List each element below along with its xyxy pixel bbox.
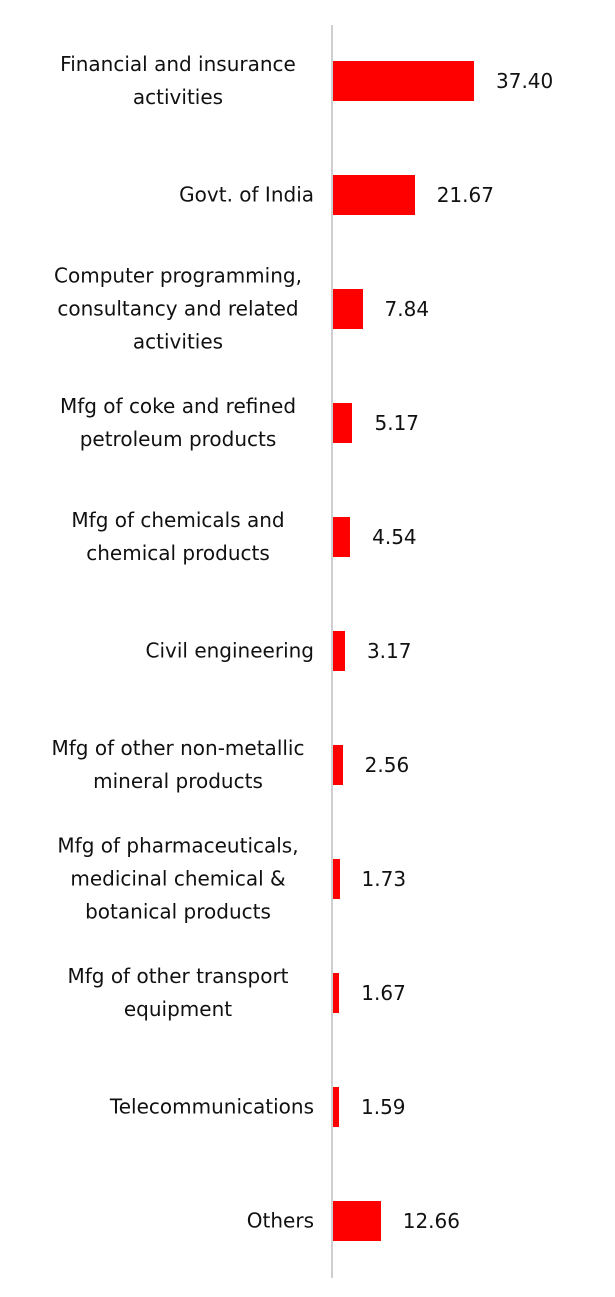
- value-label: 2.56: [364, 753, 410, 777]
- category-text: Mfg of other transport equipment: [67, 964, 289, 1021]
- value-label: 37.40: [496, 69, 554, 93]
- value-label: 3.17: [366, 639, 412, 663]
- category-text: Others: [246, 1208, 314, 1233]
- bar: [333, 1087, 339, 1127]
- bar: [333, 631, 345, 671]
- category-text: Mfg of pharmaceuticals, medicinal chemic…: [57, 833, 299, 924]
- bar: [333, 1201, 381, 1241]
- value-label: 12.66: [402, 1209, 460, 1233]
- bar: [333, 745, 343, 785]
- bar: [333, 859, 340, 899]
- axis-line: [331, 25, 333, 1278]
- bar: [333, 289, 363, 329]
- category-label: Others: [20, 1205, 314, 1238]
- category-label: Mfg of coke and refined petroleum produc…: [20, 390, 314, 456]
- category-label: Computer programming, consultancy and re…: [20, 260, 314, 359]
- category-label: Mfg of pharmaceuticals, medicinal chemic…: [20, 830, 314, 929]
- bar: [333, 403, 353, 443]
- bar: [333, 175, 415, 215]
- category-label: Mfg of other transport equipment: [20, 960, 314, 1026]
- value-label: 1.73: [361, 867, 407, 891]
- category-text: Govt. of India: [179, 182, 314, 207]
- value-label: 1.59: [360, 1095, 406, 1119]
- bar: [333, 973, 340, 1013]
- category-label: Mfg of other non-metallic mineral produc…: [20, 732, 314, 798]
- category-label: Govt. of India: [20, 179, 314, 212]
- value-label: 4.54: [372, 525, 417, 549]
- value-label: 21.67: [436, 183, 494, 207]
- category-text: Computer programming, consultancy and re…: [54, 263, 302, 354]
- bar: [333, 61, 474, 101]
- category-text: Mfg of chemicals and chemical products: [71, 508, 285, 565]
- category-text: Mfg of other non-metallic mineral produc…: [51, 736, 305, 793]
- value-label: 1.67: [361, 981, 406, 1005]
- value-label: 5.17: [374, 411, 420, 435]
- value-label: 7.84: [384, 297, 430, 321]
- category-text: Financial and insurance activities: [60, 52, 296, 109]
- category-label: Financial and insurance activities: [20, 48, 314, 114]
- bar: [333, 517, 351, 557]
- category-label: Mfg of chemicals and chemical products: [20, 504, 314, 570]
- category-text: Civil engineering: [145, 638, 315, 663]
- category-label: Telecommunications: [20, 1091, 314, 1124]
- category-text: Telecommunications: [109, 1094, 314, 1119]
- category-label: Civil engineering: [20, 635, 315, 668]
- category-text: Mfg of coke and refined petroleum produc…: [59, 394, 297, 451]
